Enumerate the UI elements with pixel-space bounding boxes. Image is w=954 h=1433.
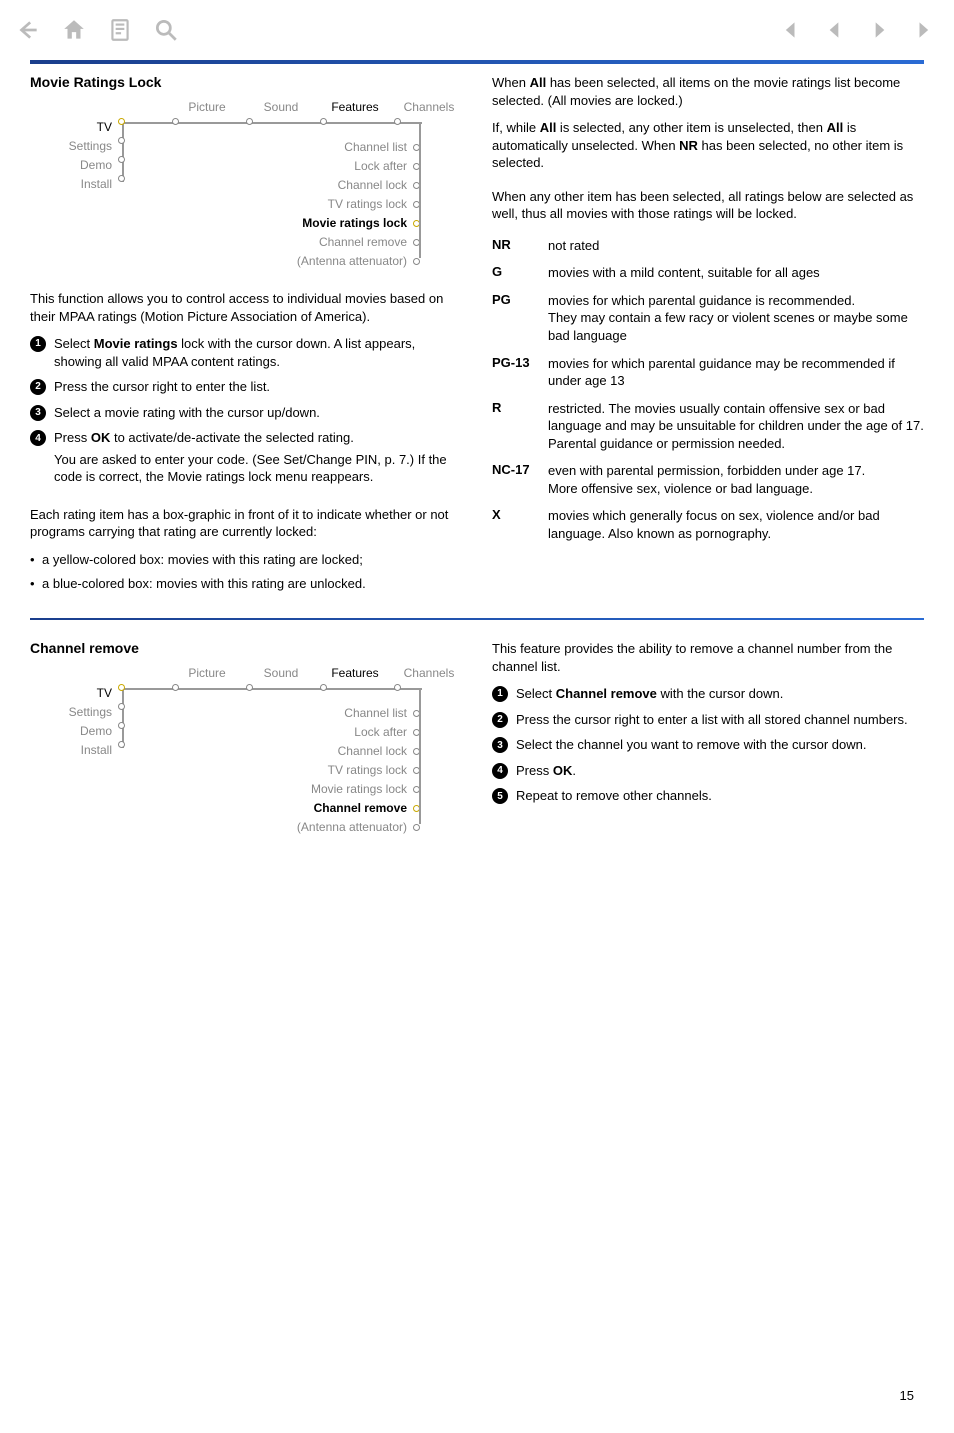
back-arrow-icon[interactable]: [15, 17, 41, 43]
menu-left-label: Demo: [60, 156, 112, 175]
step-number-icon: 4: [30, 430, 46, 446]
left-column: Movie Ratings Lock Picture Sound Features C…: [30, 74, 462, 598]
toolbar-left: [15, 17, 179, 43]
menu-right-label: TV ratings lock: [297, 195, 420, 214]
menu-right-label: Movie ratings lock: [297, 780, 420, 799]
desc-paragraph: When any other item has been selected, a…: [492, 188, 924, 223]
rating-value: movies for which parental guidance may b…: [548, 355, 924, 390]
menu-right-label: Channel list: [297, 138, 420, 157]
menu-top-label: Features: [325, 100, 385, 114]
section-channel-remove: Channel remove Picture Sound Features Chann…: [0, 630, 954, 856]
menu-diagram-channel: PictureSoundFeaturesChannelsTVSettingsDe…: [30, 666, 440, 846]
menu-right-label: Lock after: [297, 157, 420, 176]
rating-key: G: [492, 264, 542, 282]
rating-value: movies with a mild content, suitable for…: [548, 264, 924, 282]
next-page-icon[interactable]: [867, 17, 893, 43]
intro-text: This function allows you to control acce…: [30, 290, 462, 325]
page-icon[interactable]: [107, 17, 133, 43]
rating-value: movies which generally focus on sex, vio…: [548, 507, 924, 542]
step-item: 1Select Channel remove with the cursor d…: [492, 685, 924, 703]
step-number-icon: 3: [492, 737, 508, 753]
rating-value: movies for which parental guidance is re…: [548, 292, 924, 345]
divider-mid: [30, 618, 924, 620]
step-item: 2Press the cursor right to enter a list …: [492, 711, 924, 729]
rating-key: NR: [492, 237, 542, 255]
first-page-icon[interactable]: [775, 17, 801, 43]
menu-top-label: Channels: [399, 100, 459, 114]
page-number: 15: [900, 1388, 914, 1403]
step-number-icon: 3: [30, 405, 46, 421]
menu-left-label: Settings: [60, 137, 112, 156]
step-item: 2Press the cursor right to enter the lis…: [30, 378, 462, 396]
right-column: When All has been selected, all items on…: [492, 74, 924, 598]
menu-diagram-movie: PictureSoundFeaturesChannelsTVSettingsDe…: [30, 100, 440, 280]
bullet-item: a yellow-colored box: movies with this r…: [30, 551, 462, 569]
menu-right-label: (Antenna attenuator): [297, 818, 420, 837]
menu-right-label: Channel remove: [297, 799, 420, 818]
menu-top-label: Picture: [177, 100, 237, 114]
step-number-icon: 2: [492, 712, 508, 728]
bullet-item: a blue-colored box: movies with this rat…: [30, 575, 462, 593]
menu-right-label: Movie ratings lock: [297, 214, 420, 233]
rating-value: restricted. The movies usually contain o…: [548, 400, 924, 453]
desc-paragraph: If, while All is selected, any other ite…: [492, 119, 924, 172]
step-item: 1Select Movie ratings lock with the curs…: [30, 335, 462, 370]
section-movie-ratings: Movie Ratings Lock Picture Sound Features C…: [0, 64, 954, 598]
step-number-icon: 1: [492, 686, 508, 702]
rating-value: not rated: [548, 237, 924, 255]
menu-top-label: Picture: [177, 666, 237, 680]
rating-key: NC-17: [492, 462, 542, 497]
prev-page-icon[interactable]: [821, 17, 847, 43]
menu-right-label: Channel lock: [297, 742, 420, 761]
menu-left-label: TV: [60, 118, 112, 137]
menu-left-label: Install: [60, 175, 112, 194]
search-icon[interactable]: [153, 17, 179, 43]
step-number-icon: 2: [30, 379, 46, 395]
ratings-definitions: NR not rated Gmovies with a mild content, …: [492, 237, 924, 543]
menu-left-label: Settings: [60, 703, 112, 722]
toolbar: [0, 0, 954, 60]
menu-left-label: Install: [60, 741, 112, 760]
step-item: 5Repeat to remove other channels.: [492, 787, 924, 805]
step-number-icon: 1: [30, 336, 46, 352]
menu-right-label: Channel list: [297, 704, 420, 723]
menu-right-label: Channel lock: [297, 176, 420, 195]
step-item: 4Press OK.: [492, 762, 924, 780]
box-intro: Each rating item has a box-graphic in fr…: [30, 506, 462, 541]
left-column-2: Channel remove Picture Sound Features Chann…: [30, 640, 462, 856]
home-icon[interactable]: [61, 17, 87, 43]
steps-list: 1Select Movie ratings lock with the curs…: [30, 335, 462, 486]
step-item: 3Select a movie rating with the cursor u…: [30, 404, 462, 422]
menu-top-label: Channels: [399, 666, 459, 680]
menu-right-label: Channel remove: [297, 233, 420, 252]
menu-left-label: TV: [60, 684, 112, 703]
menu-right-label: (Antenna attenuator): [297, 252, 420, 271]
steps-list-2: 1Select Channel remove with the cursor d…: [492, 685, 924, 805]
rating-key: X: [492, 507, 542, 542]
box-bullets: a yellow-colored box: movies with this r…: [30, 551, 462, 592]
menu-right-label: Lock after: [297, 723, 420, 742]
menu-top-label: Sound: [251, 666, 311, 680]
heading-channel-remove: Channel remove: [30, 640, 462, 656]
step-number-icon: 4: [492, 763, 508, 779]
right-paragraphs: When All has been selected, all items on…: [492, 74, 924, 223]
rating-key: PG: [492, 292, 542, 345]
toolbar-right: [775, 17, 939, 43]
menu-top-label: Features: [325, 666, 385, 680]
rating-value: even with parental permission, forbidden…: [548, 462, 924, 497]
rating-key: R: [492, 400, 542, 453]
last-page-icon[interactable]: [913, 17, 939, 43]
step-number-icon: 5: [492, 788, 508, 804]
menu-top-label: Sound: [251, 100, 311, 114]
heading-movie-ratings: Movie Ratings Lock: [30, 74, 462, 90]
menu-left-label: Demo: [60, 722, 112, 741]
step-item: 3Select the channel you want to remove w…: [492, 736, 924, 754]
intro-text-2: This feature provides the ability to rem…: [492, 640, 924, 675]
right-column-2: This feature provides the ability to rem…: [492, 640, 924, 856]
desc-paragraph: When All has been selected, all items on…: [492, 74, 924, 109]
step-item: 4Press OK to activate/de-activate the se…: [30, 429, 462, 486]
rating-key: PG-13: [492, 355, 542, 390]
menu-right-label: TV ratings lock: [297, 761, 420, 780]
